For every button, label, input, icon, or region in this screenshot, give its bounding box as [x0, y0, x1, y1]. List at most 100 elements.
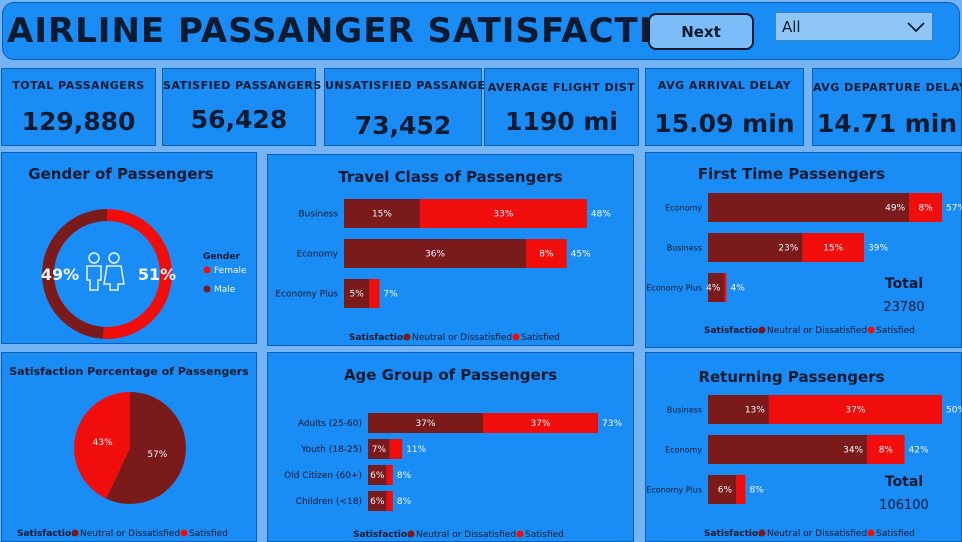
data-label: 37%	[530, 419, 550, 429]
legend-title: Gender	[203, 252, 240, 262]
category-label: Economy Plus	[646, 284, 702, 293]
bar-segment-0	[344, 279, 370, 308]
pie-label-1: 43%	[93, 438, 113, 448]
total-label: Total	[885, 276, 923, 292]
filter-dropdown[interactable]: All	[775, 12, 933, 41]
panel-title: First Time Passengers	[697, 165, 886, 183]
gender-chart: 51% 49% Gender Female Male	[41, 209, 247, 339]
legend-title: Satisfaction	[353, 530, 414, 540]
panel-title: Gender of Passengers	[28, 165, 214, 183]
total-label: 39%	[868, 244, 888, 254]
legend-label-satisfied: Satisfied	[521, 333, 560, 343]
returning-panel: Returning Passengers Business 13% 37% 50% Ec…	[645, 352, 962, 542]
kpi-value: 56,428	[190, 105, 288, 134]
next-button[interactable]: Next	[648, 13, 754, 50]
legend-label-neutral: Neutral or Dissatisfied	[767, 326, 867, 336]
bar-segment-1	[419, 199, 587, 228]
kpi-label: AVG ARRIVAL DELAY	[657, 79, 792, 92]
bar-segment-0	[708, 193, 910, 222]
filter-value: All	[782, 17, 801, 36]
category-label: Economy	[665, 446, 702, 455]
data-label: 8%	[879, 446, 894, 456]
first-time-chart: Economy 49% 8% 57% Business 23% 15% 39% Economy …	[646, 193, 962, 336]
bar-segment-1	[386, 491, 393, 511]
travel-class-legend: Satisfaction Neutral or Dissatisfied Satis…	[349, 333, 560, 343]
data-label: 15%	[372, 210, 392, 220]
category-label: Old Citizen (60+)	[284, 471, 362, 481]
total-label: 11%	[406, 445, 426, 455]
data-label: 6%	[370, 471, 385, 481]
panel-title: Age Group of Passengers	[343, 366, 558, 384]
total-value: 23780	[883, 300, 924, 315]
total-label: 48%	[591, 210, 611, 220]
pie-slice-0	[106, 392, 186, 504]
legend-label-female: Female	[214, 266, 247, 276]
chevron-down-icon	[907, 21, 925, 32]
pie-slice-1	[73, 392, 130, 499]
satisfaction-legend: Satisfaction Neutral or Dissatisfied Satis…	[17, 529, 228, 539]
total-label: 8%	[397, 471, 412, 481]
panel-title: Satisfaction Percentage of Passengers	[9, 365, 249, 378]
returning-legend: Satisfaction Neutral or Dissatisfied Satis…	[704, 529, 915, 539]
legend-label-neutral: Neutral or Dissatisfied	[80, 529, 180, 539]
slice-label-male: 49%	[41, 265, 79, 284]
kpi-avg-departure-delay: AVG DEPARTURE DELAY 14.71 min	[812, 68, 962, 146]
kpi-avg-arrival-delay: AVG ARRIVAL DELAY 15.09 min	[645, 68, 804, 146]
legend-swatch-satisfied	[516, 530, 524, 538]
legend-swatch-satisfied	[512, 333, 520, 341]
kpi-label: AVERAGE FLIGHT DIST	[487, 81, 636, 94]
data-label: 13%	[745, 406, 765, 416]
bar-segment-1	[386, 465, 393, 485]
page-title: AIRLINE PASSANGER SATISFACTION	[7, 11, 712, 51]
age-group-legend: Satisfaction Neutral or Dissatisfied Satis…	[353, 530, 564, 540]
satisfaction-panel: Satisfaction Percentage of Passengers 57…	[1, 352, 257, 542]
bar-segment-0	[344, 239, 527, 268]
category-label: Economy Plus	[646, 486, 702, 495]
data-label: 5%	[350, 290, 365, 300]
total-label: 73%	[602, 419, 622, 429]
bar-segment-1	[526, 239, 567, 268]
returning-bars: Business 13% 37% 50% Economy 34% 8% 42% Economy …	[646, 395, 962, 504]
bar-segment-1	[909, 193, 942, 222]
data-label: 37%	[415, 419, 435, 429]
panel-title: Travel Class of Passengers	[338, 168, 563, 186]
legend-label-neutral: Neutral or Dissatisfied	[767, 529, 867, 539]
total-label: 8%	[397, 497, 412, 507]
data-label: 33%	[493, 210, 513, 220]
legend-swatch-female	[203, 266, 211, 274]
category-label: Youth (18-25)	[300, 445, 362, 455]
total-label: 57%	[946, 204, 962, 214]
data-label: 7%	[372, 445, 387, 455]
total-label: 8%	[749, 486, 764, 496]
legend-label-neutral: Neutral or Dissatisfied	[412, 333, 512, 343]
category-label: Economy	[297, 250, 339, 260]
legend-swatch-neutral	[758, 529, 766, 537]
total-label: 4%	[730, 284, 745, 294]
data-label: 34%	[843, 446, 863, 456]
bar-segment-0	[708, 435, 868, 464]
kpi-unsatisfied-passengers: UNSATISFIED PASSANGERS 73,452	[324, 68, 502, 146]
legend-swatch-neutral	[403, 333, 411, 341]
legend-title: Satisfaction	[704, 529, 765, 539]
kpi-label: SATISFIED PASSANGERS	[163, 79, 322, 92]
category-label: Business	[667, 244, 702, 253]
category-label: Children (<18)	[296, 497, 362, 507]
data-label: 49%	[885, 204, 905, 214]
gender-panel: Gender of Passengers 51% 49% Gender Femal…	[1, 152, 257, 344]
age-group-panel: Age Group of Passengers Adults (25-60) 37…	[267, 352, 634, 542]
bar-segment-1	[768, 395, 942, 424]
bar-segment-0	[708, 475, 737, 504]
bar-segment-0	[368, 491, 387, 511]
data-label: 8%	[918, 204, 933, 214]
legend-swatch-neutral	[71, 529, 79, 537]
bar-segment-0	[344, 199, 420, 228]
data-label: 6%	[718, 486, 733, 496]
legend-label-male: Male	[214, 285, 236, 295]
legend-label-satisfied: Satisfied	[525, 530, 564, 540]
bar-segment-0	[368, 413, 483, 433]
total-label: 7%	[383, 290, 398, 300]
first-time-bars: Economy 49% 8% 57% Business 23% 15% 39% Economy …	[646, 193, 962, 302]
legend-label-neutral: Neutral or Dissatisfied	[416, 530, 516, 540]
first-time-panel: First Time Passengers Economy 49% 8% 57% Bus…	[645, 152, 962, 348]
category-label: Adults (25-60)	[298, 419, 362, 429]
